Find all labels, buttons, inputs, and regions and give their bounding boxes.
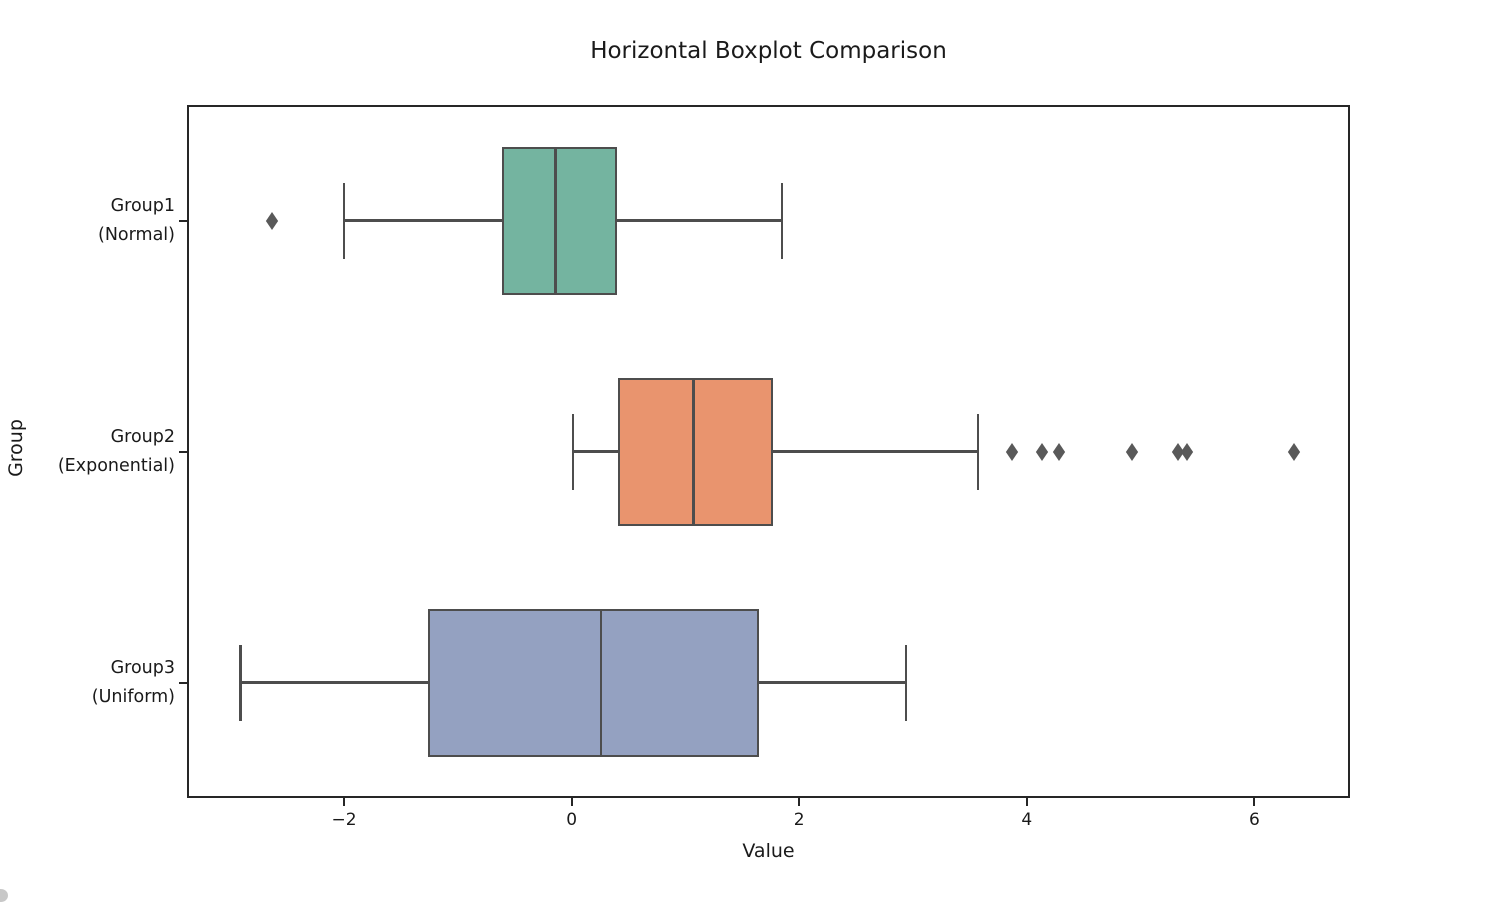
median-line — [599, 608, 603, 757]
whisker-line-high — [773, 450, 978, 453]
y-tick-label: Group3 (Uniform) — [92, 654, 175, 712]
x-axis-label: Value — [742, 840, 795, 862]
x-tick-mark — [343, 798, 346, 806]
whisker-line-low — [240, 681, 429, 684]
group-label: Group3 — [110, 657, 175, 678]
whisker-line-high — [759, 681, 907, 684]
y-tick-mark — [179, 219, 187, 222]
group-sublabel: (Uniform) — [91, 686, 175, 707]
whisker-cap-high — [904, 644, 908, 721]
y-tick-label: Group2 (Exponential) — [58, 423, 175, 481]
group-sublabel: (Normal) — [98, 224, 175, 245]
box-group3 — [428, 608, 760, 757]
whisker-line-low — [572, 450, 619, 453]
x-tick-label: 0 — [566, 810, 578, 830]
group-label: Group2 — [110, 426, 175, 447]
whisker-cap-high — [976, 413, 980, 490]
y-axis-label: Group — [5, 419, 27, 477]
x-tick-label: 6 — [1248, 810, 1260, 830]
y-tick-label: Group1 (Normal) — [98, 192, 175, 250]
box-group1 — [502, 146, 618, 295]
median-line — [692, 377, 695, 526]
y-tick-mark — [179, 450, 187, 453]
x-tick-label: −2 — [331, 810, 357, 830]
x-tick-label: 4 — [1021, 810, 1033, 830]
group-sublabel: (Exponential) — [57, 455, 175, 476]
median-line — [554, 146, 557, 295]
whisker-cap-low — [239, 644, 242, 721]
x-tick-label: 2 — [793, 810, 805, 830]
whisker-cap-low — [342, 182, 346, 259]
whisker-line-low — [344, 219, 503, 222]
box-group2 — [618, 377, 774, 526]
x-tick-mark — [570, 798, 573, 806]
chart-title: Horizontal Boxplot Comparison — [590, 38, 947, 64]
x-tick-mark — [1253, 798, 1256, 806]
y-tick-mark — [179, 681, 187, 684]
x-tick-mark — [1025, 798, 1028, 806]
whisker-cap-low — [571, 413, 575, 490]
x-tick-mark — [798, 798, 801, 806]
whisker-line-high — [617, 219, 783, 222]
whisker-cap-high — [780, 182, 784, 259]
group-label: Group1 — [110, 195, 175, 216]
